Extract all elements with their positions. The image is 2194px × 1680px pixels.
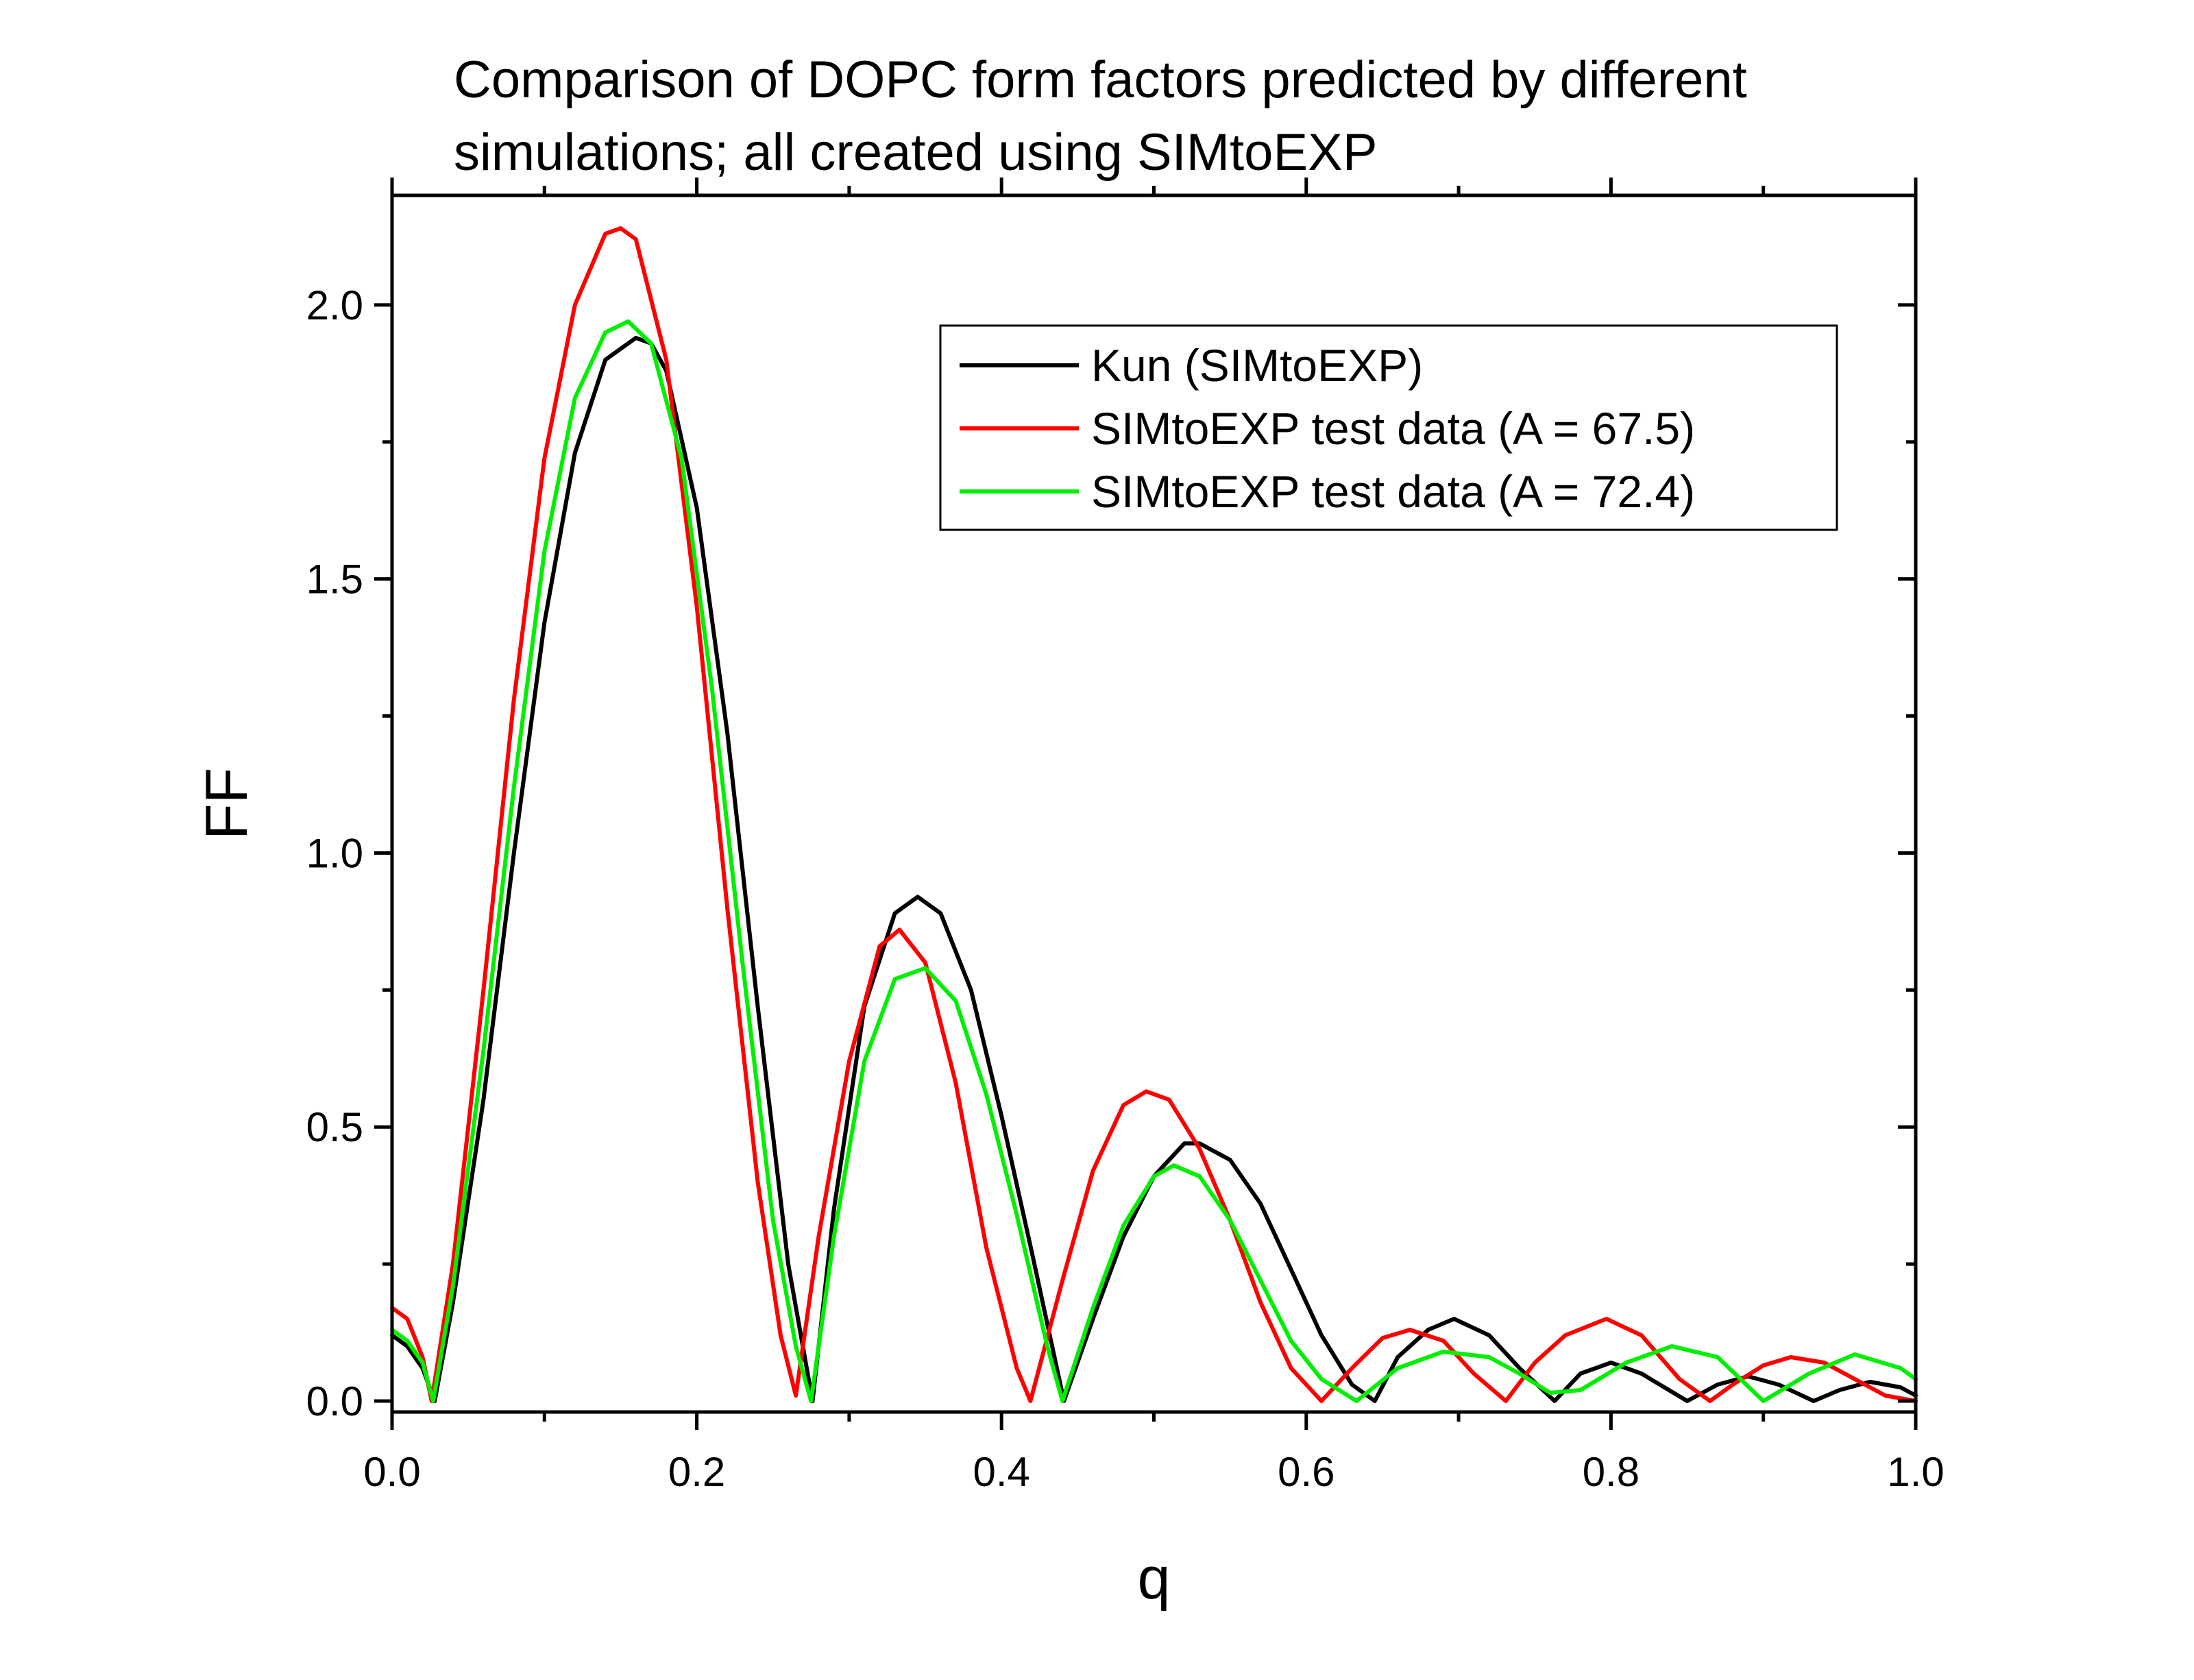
x-axis-label: q [1138,1546,1171,1611]
x-axis: 0.0 0.2 0.4 0.6 0.8 1.0 [363,178,1945,1495]
chart-title-line-1: Comparison of DOPC form factors predicte… [454,51,1747,109]
y-tick-label: 1.5 [306,557,363,602]
y-tick-label: 0.0 [306,1378,363,1424]
x-tick-label: 0.0 [363,1449,420,1495]
series-line-2 [390,226,1918,1403]
x-tick-label: 0.4 [973,1449,1029,1495]
legend-label-1: Kun (SIMtoEXP) [1091,340,1423,391]
x-tick-label: 0.2 [668,1449,725,1495]
series-line-3 [390,319,1918,1403]
y-axis-label: FF [194,768,260,840]
x-tick-label: 0.6 [1278,1449,1334,1495]
y-tick-label: 2.0 [306,282,363,328]
y-tick-label: 1.0 [306,830,363,876]
x-tick-label: 1.0 [1887,1449,1944,1495]
chart-title-line-2: simulations; all created using SIMtoEXP [454,123,1378,182]
series-line-1 [390,335,1918,1403]
y-axis: 0.0 0.5 1.0 1.5 2.0 [306,282,1916,1424]
x-tick-label: 0.8 [1583,1449,1640,1495]
legend-label-2: SIMtoEXP test data (A = 67.5) [1091,403,1695,454]
series-group [390,226,1918,1403]
legend-box [939,324,1838,531]
legend: Kun (SIMtoEXP) SIMtoEXP test data (A = 67… [939,324,1838,531]
y-tick-label: 0.5 [306,1104,363,1150]
chart-title: Comparison of DOPC form factors predicte… [454,51,1747,182]
legend-label-3: SIMtoEXP test data (A = 72.4) [1091,466,1695,517]
